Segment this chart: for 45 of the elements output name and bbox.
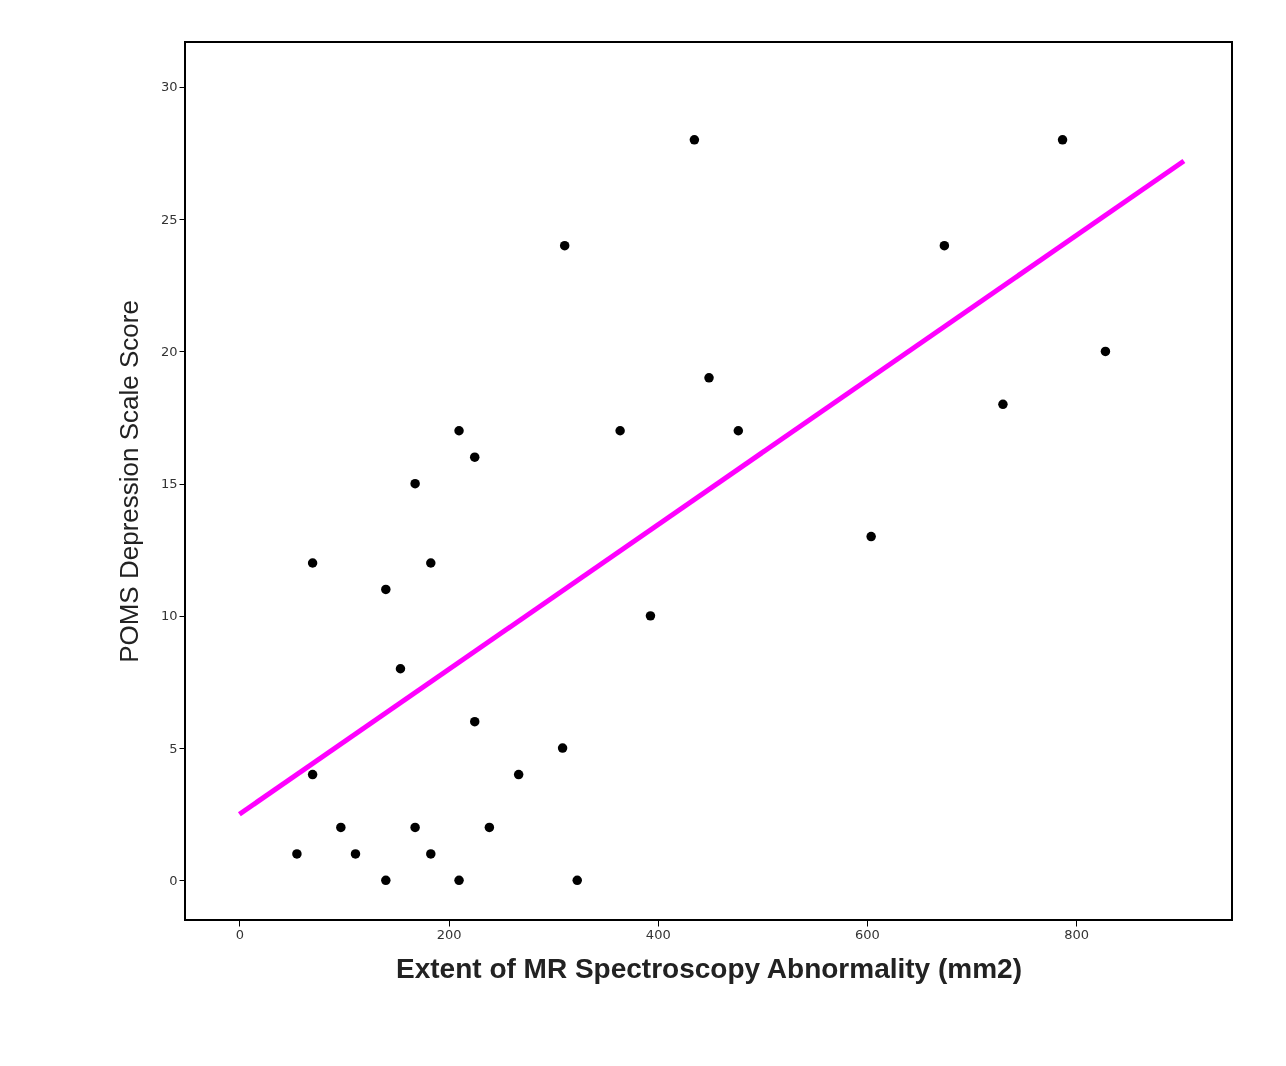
point bbox=[410, 478, 420, 489]
point bbox=[469, 452, 480, 462]
point bbox=[572, 875, 582, 886]
point bbox=[866, 531, 876, 542]
point bbox=[689, 135, 700, 145]
point bbox=[513, 769, 524, 780]
point bbox=[1100, 346, 1111, 357]
point bbox=[559, 240, 570, 251]
point bbox=[426, 849, 436, 859]
point bbox=[454, 426, 464, 436]
y-axis-title: POMS Depression Scale Score bbox=[113, 300, 144, 663]
point bbox=[292, 849, 302, 859]
point bbox=[454, 875, 464, 886]
x-tick-label: 600 bbox=[855, 926, 880, 942]
y-tick-label: 20 bbox=[160, 343, 178, 359]
x-tick-label: 0 bbox=[235, 926, 245, 942]
point bbox=[998, 399, 1008, 410]
point bbox=[733, 426, 744, 436]
point bbox=[557, 743, 568, 753]
point bbox=[484, 822, 495, 833]
point bbox=[381, 875, 391, 886]
y-tick-label: 0 bbox=[169, 872, 178, 888]
x-tick-label: 800 bbox=[1064, 926, 1090, 942]
point bbox=[469, 716, 480, 727]
point bbox=[426, 558, 436, 568]
x-tick-label: 400 bbox=[645, 926, 671, 942]
x-tick-label: 200 bbox=[436, 926, 462, 942]
point bbox=[350, 849, 361, 859]
point bbox=[704, 373, 714, 383]
point bbox=[1057, 135, 1068, 145]
y-tick-label: 30 bbox=[160, 79, 178, 95]
point bbox=[336, 822, 346, 833]
point bbox=[307, 769, 318, 780]
point bbox=[410, 822, 420, 833]
y-tick-label: 25 bbox=[160, 211, 178, 227]
point bbox=[395, 664, 406, 674]
y-tick-label: 15 bbox=[160, 476, 178, 492]
point bbox=[381, 584, 391, 595]
point bbox=[939, 240, 950, 251]
y-tick-label: 10 bbox=[160, 608, 178, 624]
point bbox=[307, 558, 318, 568]
y-tick-label: 5 bbox=[169, 740, 178, 756]
point bbox=[615, 426, 625, 436]
x-axis-title: Extent of MR Spectroscopy Abnormality (mm2) bbox=[396, 952, 1022, 984]
point bbox=[645, 611, 656, 621]
